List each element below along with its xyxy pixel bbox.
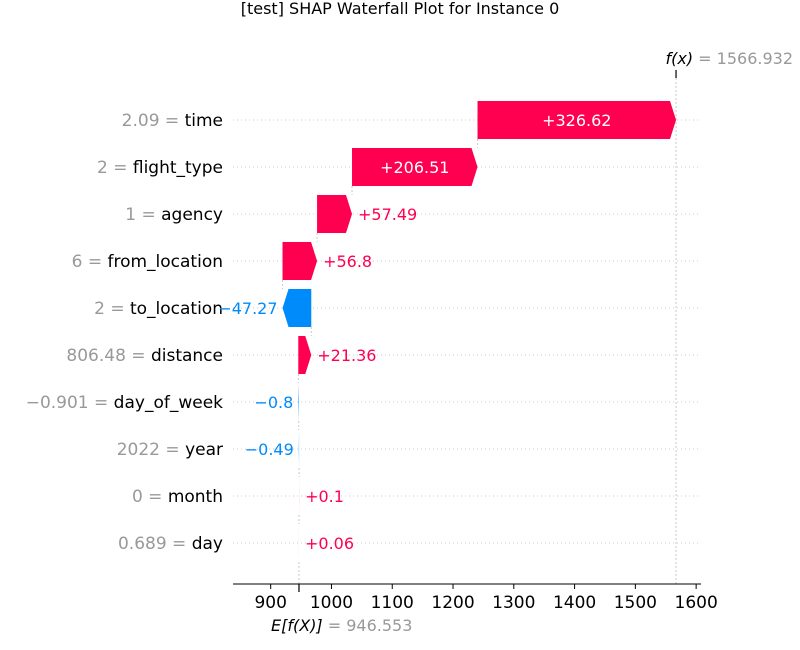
feature-label: 2 = flight_type xyxy=(97,158,223,178)
x-tick-label: 900 xyxy=(254,593,286,613)
base-value-label: E[f(X)] = 946.553 xyxy=(271,616,412,635)
shap-value-label: +57.49 xyxy=(358,205,417,224)
negative-shap-bar xyxy=(282,289,312,327)
shap-value-label: +326.62 xyxy=(542,111,611,130)
feature-label: 2022 = year xyxy=(117,440,223,460)
shap-value-label: −0.49 xyxy=(245,440,294,459)
feature-label: −0.901 = day_of_week xyxy=(26,393,223,413)
shap-value-label: +206.51 xyxy=(380,158,449,177)
label-layer: 2.09 = time +326.62 2 = flight_type +206.51… xyxy=(26,111,612,554)
shap-value-label: −47.27 xyxy=(218,299,277,318)
feature-label: 0.689 = day xyxy=(118,534,223,554)
positive-shap-bar xyxy=(477,101,677,139)
chart-title: [test] SHAP Waterfall Plot for Instance … xyxy=(241,0,560,18)
feature-label: 2 = to_location xyxy=(94,299,223,319)
x-tick-label: 1000 xyxy=(310,593,353,613)
feature-label: 2.09 = time xyxy=(122,111,223,131)
fx-label: f(x) = 1566.932 xyxy=(665,49,793,68)
shap-value-label: +21.36 xyxy=(317,346,376,365)
x-tick-label: 1100 xyxy=(371,593,414,613)
feature-label: 0 = month xyxy=(132,487,223,507)
x-tick-label: 1200 xyxy=(431,593,474,613)
guide-layer xyxy=(282,70,677,592)
shap-value-label: +0.06 xyxy=(305,534,354,553)
bar-layer xyxy=(282,101,677,562)
positive-shap-bar xyxy=(298,336,312,374)
feature-label: 1 = agency xyxy=(125,205,223,225)
x-tick-label: 1300 xyxy=(492,593,535,613)
x-tick-label: 1400 xyxy=(553,593,596,613)
feature-label: 6 = from_location xyxy=(72,252,223,272)
positive-shap-bar xyxy=(317,195,353,233)
x-axis: 900 1000 1100 1200 1300 1400 1500 1600 xyxy=(233,583,718,613)
shap-value-label: +0.1 xyxy=(305,487,344,506)
x-tick-label: 1500 xyxy=(614,593,657,613)
x-tick-label: 1600 xyxy=(675,593,718,613)
shap-value-label: −0.8 xyxy=(254,393,293,412)
feature-label: 806.48 = distance xyxy=(66,346,223,366)
positive-shap-bar xyxy=(282,242,318,280)
positive-shap-bar xyxy=(352,148,478,186)
shap-value-label: +56.8 xyxy=(323,252,372,271)
